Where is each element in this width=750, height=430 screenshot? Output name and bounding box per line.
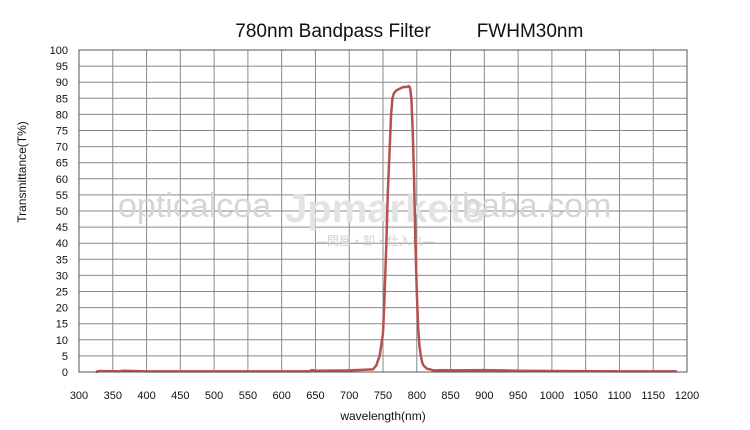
y-tick-label: 100 <box>50 45 68 57</box>
y-tick-label: 45 <box>56 222 68 234</box>
y-tick-label: 40 <box>56 238 68 250</box>
y-tick-label: 85 <box>56 93 68 105</box>
y-tick-label: 50 <box>56 206 68 218</box>
x-tick-label: 1050 <box>573 390 597 402</box>
y-tick-label: 0 <box>62 367 68 379</box>
x-tick-label: 550 <box>239 390 257 402</box>
x-tick-label: 500 <box>205 390 223 402</box>
x-tick-label: 900 <box>475 390 493 402</box>
y-tick-label: 35 <box>56 254 68 266</box>
watermark: opticalcoa Jpmarkets baba.com —問屋・卸・仕入れ— <box>118 187 611 248</box>
watermark-text: opticalcoa <box>118 187 271 225</box>
y-tick-label: 95 <box>56 61 68 73</box>
chart-title-left: 780nm Bandpass Filter <box>235 21 431 42</box>
y-tick-label: 10 <box>56 335 68 347</box>
x-tick-label: 1100 <box>608 390 632 402</box>
x-tick-label: 650 <box>306 390 324 402</box>
watermark-text-right: baba.com <box>462 187 611 225</box>
y-tick-label: 20 <box>56 303 68 315</box>
x-tick-label: 300 <box>70 390 88 402</box>
x-tick-label: 850 <box>441 390 459 402</box>
x-tick-label: 350 <box>104 390 122 402</box>
x-tick-label: 800 <box>408 390 426 402</box>
plot-border <box>78 49 688 373</box>
y-tick-label: 90 <box>56 77 68 89</box>
y-tick-label: 55 <box>56 190 68 202</box>
x-tick-label: 950 <box>509 390 527 402</box>
y-tick-label: 60 <box>56 174 68 186</box>
y-tick-label: 75 <box>56 126 68 138</box>
y-tick-label: 65 <box>56 158 68 170</box>
series-line <box>95 84 677 374</box>
x-tick-label: 450 <box>171 390 189 402</box>
watermark-logo: Jpmarkets <box>285 187 485 231</box>
x-axis-label: wavelength(nm) <box>339 409 425 423</box>
x-tick-label: 750 <box>374 390 392 402</box>
watermark-subtext: —問屋・卸・仕入れ— <box>315 233 435 248</box>
y-tick-label: 25 <box>56 287 68 299</box>
x-tick-label: 700 <box>340 390 358 402</box>
y-axis-label: Transmittance(T%) <box>15 121 29 223</box>
x-tick-label: 600 <box>272 390 290 402</box>
x-tick-label: 1200 <box>675 390 699 402</box>
y-tick-label: 5 <box>62 351 68 363</box>
y-axis-ticks: 0 5 10 15 20 25 30 35 40 45 50 55 60 65 70 75 80 85 90 95 10… <box>50 45 68 379</box>
y-tick-label: 30 <box>56 270 68 282</box>
x-tick-label: 1000 <box>540 390 564 402</box>
y-tick-label: 80 <box>56 109 68 121</box>
x-tick-label: 1150 <box>641 390 665 402</box>
y-tick-label: 70 <box>56 142 68 154</box>
grid <box>78 49 688 373</box>
chart-title-right: FWHM30nm <box>477 21 584 42</box>
x-axis-ticks: 300 350 400 450 500 550 600 650 700 750 800 850 900 9… <box>70 390 699 402</box>
y-tick-label: 15 <box>56 319 68 331</box>
x-tick-label: 400 <box>137 390 155 402</box>
